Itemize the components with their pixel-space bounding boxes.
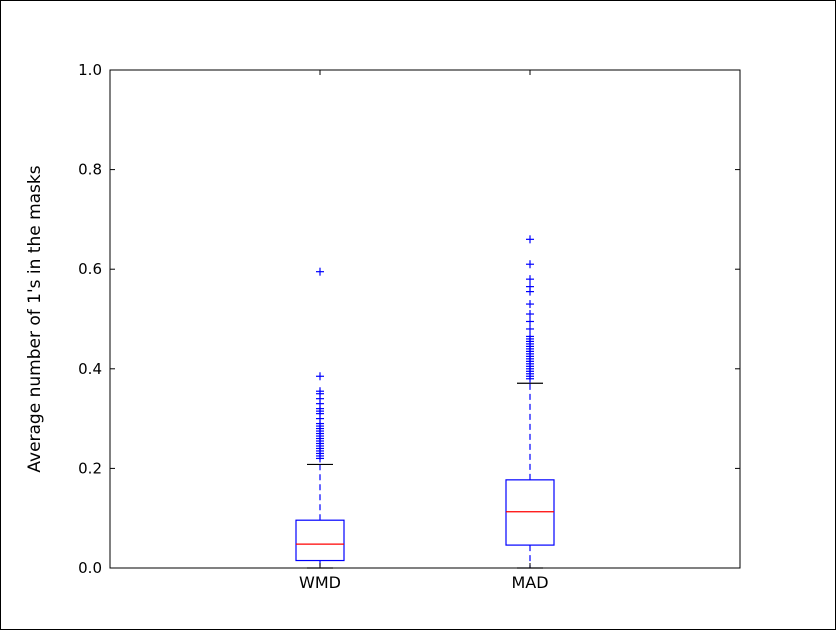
outlier-point [526, 260, 534, 269]
y-tick-label: 1.0 [78, 61, 102, 79]
y-axis-ticks: 0.0 0.2 0.4 0.6 0.8 1.0 [78, 61, 740, 577]
x-axis-labels: WMD MAD [299, 70, 549, 592]
outlier-point [526, 235, 534, 244]
box-mad [505, 235, 555, 569]
plot-area [109, 69, 741, 569]
y-tick-label: 0.2 [78, 459, 102, 477]
iqr-box [505, 479, 555, 546]
outlier-point [526, 300, 534, 309]
outlier-point [316, 387, 324, 396]
y-tick-label: 0.0 [78, 559, 102, 577]
outlier-point [526, 332, 534, 341]
outlier-point [316, 372, 324, 381]
y-tick-label: 0.4 [78, 360, 102, 378]
boxes-layer [295, 235, 555, 569]
outlier-point [316, 267, 324, 276]
iqr-box [295, 519, 345, 562]
y-tick-label: 0.6 [78, 260, 102, 278]
outlier-point [526, 324, 534, 333]
outlier-point [526, 275, 534, 284]
box-wmd [295, 267, 345, 569]
outlier-point [526, 317, 534, 326]
y-axis-label: Average number of 1's in the masks [25, 165, 45, 472]
x-tick-label: WMD [299, 573, 341, 592]
x-tick-label: MAD [511, 573, 548, 592]
outlier-point [526, 282, 534, 291]
outlier-point [526, 310, 534, 319]
y-tick-label: 0.8 [78, 161, 102, 179]
